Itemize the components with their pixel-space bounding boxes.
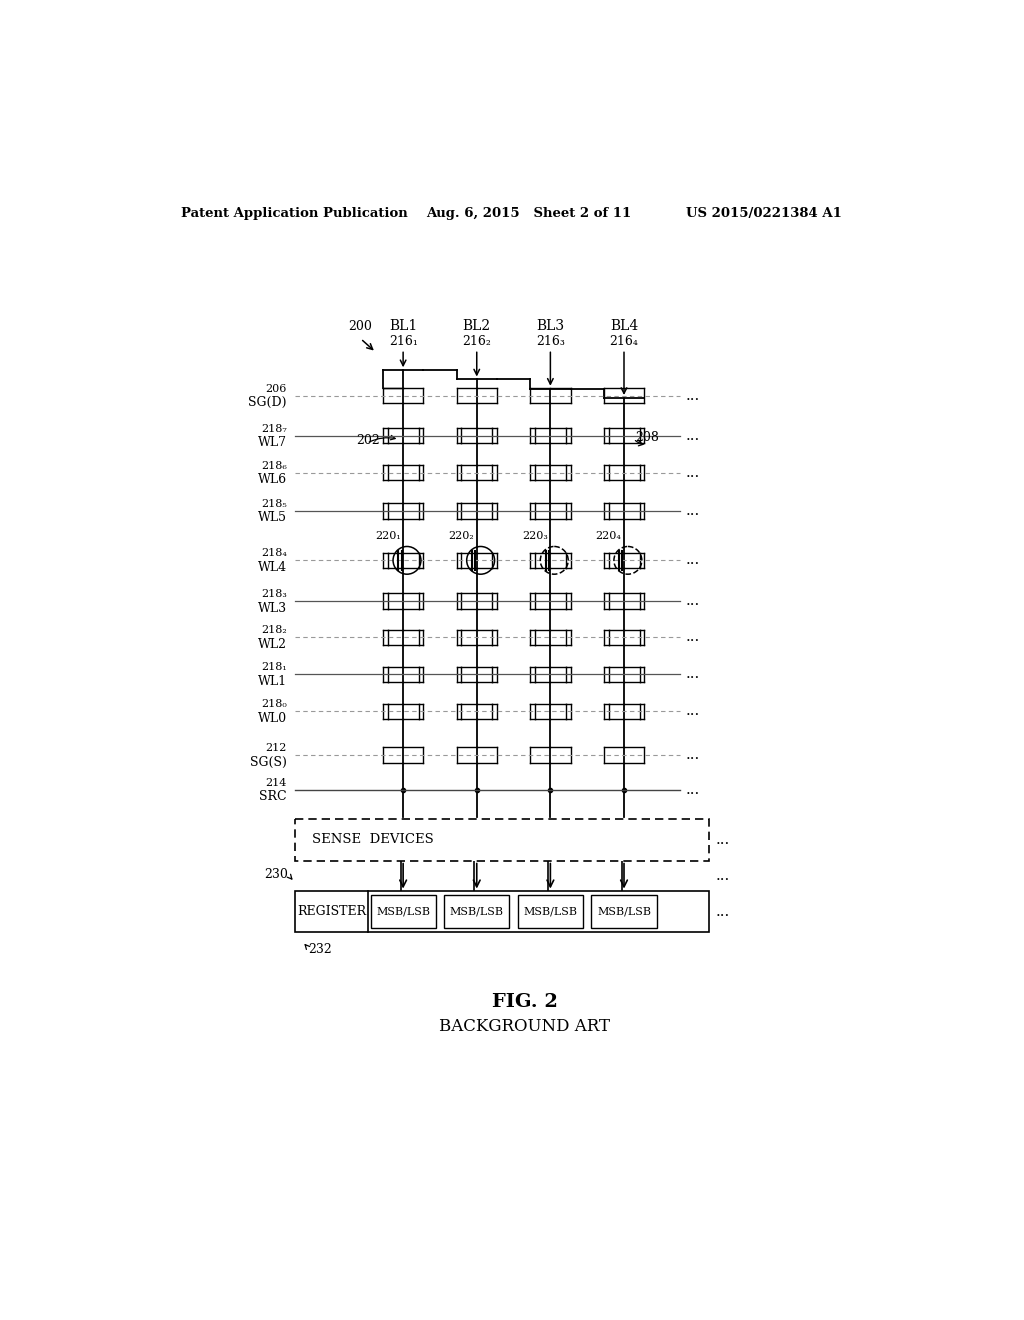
Text: MSB/LSB: MSB/LSB	[597, 907, 651, 917]
Text: ...: ...	[686, 388, 700, 403]
Text: SG(D): SG(D)	[249, 396, 287, 409]
Text: ...: ...	[686, 783, 700, 797]
Text: WL3: WL3	[258, 602, 287, 615]
Text: ...: ...	[686, 504, 700, 517]
Text: 218₂: 218₂	[261, 626, 287, 635]
Text: 232: 232	[308, 942, 332, 956]
Text: BL4: BL4	[610, 319, 638, 333]
Text: WL4: WL4	[258, 561, 287, 574]
Text: MSB/LSB: MSB/LSB	[450, 907, 504, 917]
Text: 230: 230	[264, 869, 289, 880]
Text: 216₄: 216₄	[609, 335, 638, 348]
Text: 218₄: 218₄	[261, 548, 287, 558]
Text: ...: ...	[716, 904, 730, 919]
Text: MSB/LSB: MSB/LSB	[523, 907, 578, 917]
Text: ...: ...	[686, 553, 700, 568]
Text: 216₂: 216₂	[462, 335, 492, 348]
Bar	[518, 895, 583, 928]
Text: ...: ...	[716, 869, 730, 883]
Text: MSB/LSB: MSB/LSB	[376, 907, 430, 917]
Text: BACKGROUND ART: BACKGROUND ART	[439, 1019, 610, 1035]
Text: ...: ...	[716, 833, 730, 847]
Text: 220₂: 220₂	[449, 531, 474, 541]
FancyArrowPatch shape	[305, 945, 309, 949]
Text: 218₀: 218₀	[261, 700, 287, 709]
Text: 220₁: 220₁	[375, 531, 400, 541]
FancyArrowPatch shape	[288, 874, 292, 879]
Text: WL5: WL5	[258, 511, 287, 524]
Text: ...: ...	[686, 668, 700, 681]
Text: 218₅: 218₅	[261, 499, 287, 510]
Text: 220₃: 220₃	[522, 531, 548, 541]
FancyArrowPatch shape	[370, 436, 395, 442]
Text: BL1: BL1	[389, 319, 417, 333]
Text: WL0: WL0	[258, 711, 287, 725]
Text: Patent Application Publication: Patent Application Publication	[180, 207, 408, 220]
Text: 220₄: 220₄	[596, 531, 622, 541]
Text: REGISTER: REGISTER	[297, 906, 366, 919]
Text: WL6: WL6	[258, 473, 287, 486]
Text: 206: 206	[265, 384, 287, 393]
Text: ...: ...	[686, 466, 700, 479]
Text: 218₇: 218₇	[261, 424, 287, 434]
Text: WL7: WL7	[258, 436, 287, 449]
Text: 218₃: 218₃	[261, 589, 287, 599]
Text: ...: ...	[686, 705, 700, 718]
Text: SG(S): SG(S)	[250, 755, 287, 768]
Text: Aug. 6, 2015   Sheet 2 of 11: Aug. 6, 2015 Sheet 2 of 11	[426, 207, 632, 220]
Text: WL2: WL2	[258, 638, 287, 651]
FancyArrowPatch shape	[635, 441, 643, 446]
Text: SENSE  DEVICES: SENSE DEVICES	[311, 833, 433, 846]
Text: BL2: BL2	[463, 319, 490, 333]
Text: ...: ...	[686, 631, 700, 644]
Text: 214: 214	[265, 777, 287, 788]
Text: US 2015/0221384 A1: US 2015/0221384 A1	[686, 207, 842, 220]
Bar	[592, 895, 656, 928]
Text: SRC: SRC	[259, 791, 287, 804]
Text: ...: ...	[686, 594, 700, 609]
Text: 218₆: 218₆	[261, 461, 287, 471]
Text: ...: ...	[686, 429, 700, 442]
Bar	[371, 895, 435, 928]
Text: WL1: WL1	[258, 675, 287, 688]
Bar	[295, 891, 710, 932]
Text: 218₁: 218₁	[261, 663, 287, 672]
Text: BL3: BL3	[537, 319, 564, 333]
Text: 200: 200	[348, 319, 372, 333]
Text: 212: 212	[265, 743, 287, 754]
Text: 216₃: 216₃	[536, 335, 565, 348]
Bar	[295, 818, 710, 861]
Text: 208: 208	[636, 430, 659, 444]
Text: ...: ...	[686, 748, 700, 762]
Text: 202: 202	[356, 434, 380, 447]
Text: FIG. 2: FIG. 2	[492, 993, 558, 1011]
Bar	[444, 895, 509, 928]
Text: 216₁: 216₁	[389, 335, 418, 348]
